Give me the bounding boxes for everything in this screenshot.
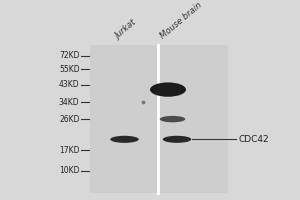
Text: 26KD: 26KD (59, 115, 80, 124)
Text: 10KD: 10KD (59, 166, 80, 175)
Text: 72KD: 72KD (59, 51, 80, 60)
Text: 34KD: 34KD (59, 98, 80, 107)
Bar (90, 45, 228, 193)
Text: Jurkat: Jurkat (114, 18, 138, 41)
Text: 17KD: 17KD (59, 146, 80, 155)
Text: CDC42: CDC42 (238, 135, 269, 144)
Ellipse shape (160, 116, 185, 122)
Ellipse shape (110, 136, 139, 143)
Ellipse shape (150, 82, 186, 97)
Text: 43KD: 43KD (59, 80, 80, 89)
Text: 55KD: 55KD (59, 65, 80, 74)
Ellipse shape (163, 136, 191, 143)
Text: Mouse brain: Mouse brain (159, 1, 204, 41)
